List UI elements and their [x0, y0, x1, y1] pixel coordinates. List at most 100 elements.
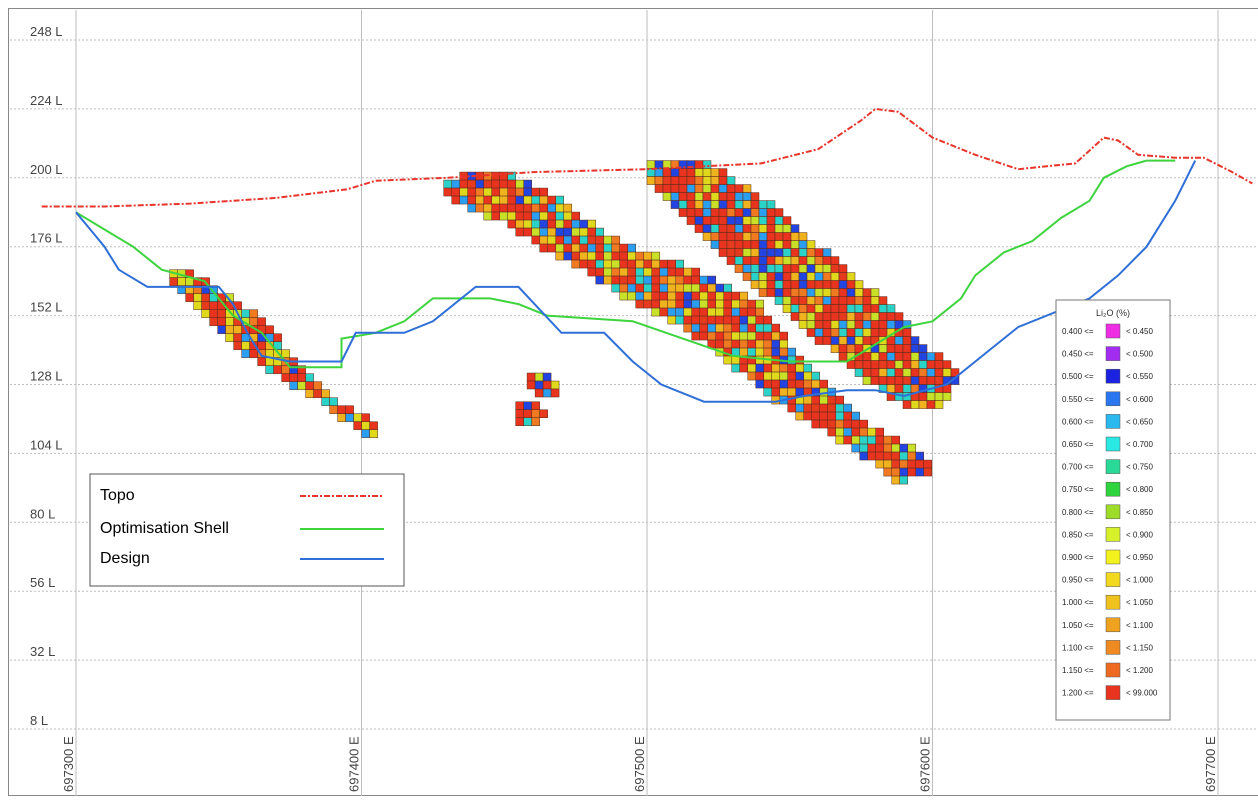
block-cell: [684, 292, 692, 300]
block-cell: [194, 294, 202, 302]
block-cell: [170, 278, 178, 286]
block-cell: [588, 252, 596, 260]
block-cell: [652, 292, 660, 300]
colorbar-bin-upper: < 0.550: [1126, 372, 1153, 381]
block-cell: [820, 420, 828, 428]
block-cell: [338, 406, 346, 414]
block-cell: [740, 300, 748, 308]
block-cell: [572, 228, 580, 236]
block-cell: [719, 201, 727, 209]
block-cell: [783, 241, 791, 249]
block-cell: [863, 377, 871, 385]
block-cell: [756, 316, 764, 324]
block-cell: [911, 361, 919, 369]
block-cell: [775, 209, 783, 217]
block-cell: [668, 308, 676, 316]
block-cell: [516, 212, 524, 220]
block-cell: [700, 324, 708, 332]
colorbar-bin-upper: < 0.600: [1126, 395, 1153, 404]
block-cell: [687, 169, 695, 177]
block-cell: [716, 316, 724, 324]
block-cell: [863, 361, 871, 369]
block-cell: [900, 460, 908, 468]
block-cell: [828, 420, 836, 428]
block-cell: [788, 364, 796, 372]
block-cell: [711, 185, 719, 193]
block-cell: [783, 217, 791, 225]
block-cell: [844, 412, 852, 420]
block-cell: [799, 281, 807, 289]
block-cell: [895, 385, 903, 393]
block-cell: [748, 300, 756, 308]
block-cell: [596, 260, 604, 268]
block-cell: [852, 444, 860, 452]
block-cell: [807, 249, 815, 257]
block-cell: [759, 281, 767, 289]
colorbar-bin-upper: < 0.750: [1126, 463, 1153, 472]
block-cell: [879, 297, 887, 305]
block-cell: [703, 209, 711, 217]
block-cell: [775, 297, 783, 305]
block-cell: [748, 316, 756, 324]
block-cell: [780, 388, 788, 396]
block-cell: [476, 204, 484, 212]
block-cell: [860, 428, 868, 436]
block-cell: [652, 276, 660, 284]
colorbar-swatch: [1106, 324, 1120, 338]
colorbar-swatch: [1106, 437, 1120, 451]
block-cell: [703, 225, 711, 233]
block-cell: [234, 334, 242, 342]
block-cell: [916, 452, 924, 460]
block-cell: [535, 389, 543, 397]
block-cell: [572, 220, 580, 228]
block-cell: [895, 377, 903, 385]
block-cell: [916, 468, 924, 476]
block-cell: [346, 406, 354, 414]
y-tick-label: 152 L: [30, 300, 63, 315]
block-cell: [652, 268, 660, 276]
block-cell: [556, 236, 564, 244]
block-cell: [612, 236, 620, 244]
block-cell: [783, 289, 791, 297]
block-cell: [751, 193, 759, 201]
block-cell: [852, 412, 860, 420]
block-cell: [524, 180, 532, 188]
block-cell: [732, 340, 740, 348]
block-cell: [735, 257, 743, 265]
block-cell: [668, 276, 676, 284]
block-cell: [242, 350, 250, 358]
block-cell: [716, 324, 724, 332]
block-cell: [935, 353, 943, 361]
block-cell: [767, 249, 775, 257]
block-cell: [839, 297, 847, 305]
block-cell: [242, 342, 250, 350]
block-cell: [791, 225, 799, 233]
block-cell: [743, 201, 751, 209]
block-cell: [863, 369, 871, 377]
block-cell: [572, 252, 580, 260]
block-cell: [679, 185, 687, 193]
block-cell: [708, 292, 716, 300]
block-cell: [556, 228, 564, 236]
block-cell: [516, 228, 524, 236]
colorbar-swatch: [1106, 369, 1120, 383]
block-cell: [540, 196, 548, 204]
block-cell: [258, 318, 266, 326]
block-cell: [732, 300, 740, 308]
block-cell: [692, 300, 700, 308]
block-cell: [804, 396, 812, 404]
block-cell: [290, 382, 298, 390]
colorbar-bin-label: 0.500 <=: [1062, 372, 1094, 381]
block-cell: [911, 345, 919, 353]
block-cell: [764, 316, 772, 324]
block-cell: [900, 444, 908, 452]
block-cell: [767, 217, 775, 225]
block-cell: [876, 452, 884, 460]
colorbar-bin-label: 0.900 <=: [1062, 553, 1094, 562]
block-cell: [847, 329, 855, 337]
block-cell: [836, 420, 844, 428]
block-cell: [748, 324, 756, 332]
block-cell: [516, 196, 524, 204]
block-cell: [764, 372, 772, 380]
